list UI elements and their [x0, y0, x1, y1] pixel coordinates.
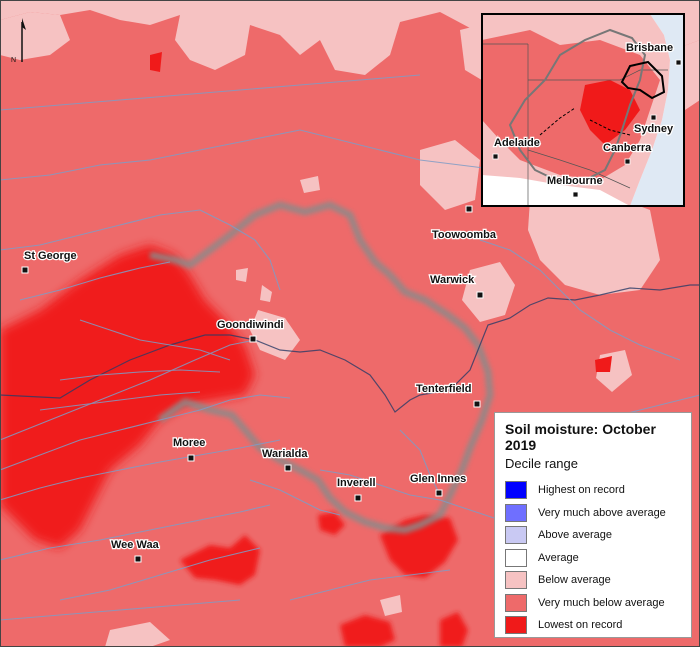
legend-swatch-highest: [505, 481, 527, 500]
town-marker-wee-waa[interactable]: [134, 555, 142, 563]
legend-label: Very much below average: [538, 596, 665, 609]
state-border: [0, 284, 700, 413]
town-marker-toowoomba[interactable]: [465, 205, 473, 213]
town-label-inverell: Inverell: [337, 477, 376, 489]
legend-swatch-below: [505, 571, 527, 590]
town-label-toowoomba: Toowoomba: [432, 229, 497, 241]
town-label-warwick: Warwick: [430, 274, 475, 286]
inset-label-brisbane: Brisbane: [626, 42, 673, 54]
inset-marker-melbourne[interactable]: [572, 191, 579, 198]
north-arrow-icon: [22, 18, 26, 30]
legend-label: Very much above average: [538, 506, 666, 519]
town-marker-st-george[interactable]: [21, 266, 29, 274]
inset-marker-brisbane[interactable]: [675, 59, 682, 66]
legend: Soil moisture: October 2019 Decile range…: [494, 412, 692, 638]
town-marker-warialda[interactable]: [284, 464, 292, 472]
legend-subtitle: Decile range: [505, 456, 578, 471]
legend-swatch-very-much-above: [505, 503, 527, 522]
inset-label-canberra: Canberra: [603, 142, 652, 154]
inset-driest-areas: [580, 80, 640, 145]
inset-moist-south: [482, 175, 630, 206]
town-label-wee-waa: Wee Waa: [111, 539, 160, 551]
legend-item: Lowest on record: [505, 614, 683, 637]
town-marker-goondiwindi[interactable]: [249, 335, 257, 343]
inset-basin-outline: [508, 28, 647, 184]
legend-label: Below average: [538, 574, 611, 587]
town-label-moree: Moree: [173, 437, 205, 449]
legend-label: Average: [538, 551, 579, 564]
north-arrow-label: N: [11, 57, 16, 64]
inset-marker-adelaide[interactable]: [492, 153, 499, 160]
town-label-glen-innes: Glen Innes: [410, 473, 466, 485]
legend-item: Very much above average: [505, 502, 683, 525]
town-marker-moree[interactable]: [187, 454, 195, 462]
town-label-warialda: Warialda: [262, 448, 308, 460]
legend-label: Above average: [538, 529, 612, 542]
inset-marker-sydney[interactable]: [650, 114, 657, 121]
inset-ocean: [630, 14, 684, 206]
inset-marker-canberra[interactable]: [624, 158, 631, 165]
legend-item: Highest on record: [505, 479, 683, 502]
legend-title: Soil moisture: October 2019: [505, 421, 656, 453]
inset-label-sydney: Sydney: [634, 123, 674, 135]
inset-label-melbourne: Melbourne: [547, 175, 603, 187]
town-label-st-george: St George: [24, 250, 77, 262]
legend-item: Above average: [505, 524, 683, 547]
inset-map[interactable]: Brisbane Sydney Adelaide Canberra Melbou…: [481, 13, 685, 207]
town-marker-warwick[interactable]: [476, 291, 484, 299]
inset-label-adelaide: Adelaide: [494, 137, 540, 149]
lowest-on-record-areas: [0, 52, 612, 647]
town-markers: Toowoomba St George Warwick Goondiwindi …: [21, 205, 498, 563]
legend-label: Highest on record: [538, 484, 625, 497]
legend-label: Lowest on record: [538, 619, 623, 632]
town-marker-tenterfield[interactable]: [473, 400, 481, 408]
town-marker-inverell[interactable]: [354, 494, 362, 502]
legend-swatch-lowest: [505, 616, 527, 635]
town-label-goondiwindi: Goondiwindi: [217, 319, 284, 331]
inset-frame: [481, 13, 685, 207]
legend-swatch-very-much-below: [505, 593, 527, 612]
town-label-tenterfield: Tenterfield: [416, 383, 471, 395]
inset-study-area-outline: [620, 60, 666, 100]
legend-swatch-average: [505, 548, 527, 567]
inset-dashed-line: [539, 107, 631, 136]
legend-item: Average: [505, 547, 683, 570]
town-marker-glen-innes[interactable]: [435, 489, 443, 497]
inset-dry-areas: [482, 30, 660, 180]
legend-item: Very much below average: [505, 592, 683, 615]
legend-item: Below average: [505, 569, 683, 592]
inset-state-borders: [482, 43, 668, 206]
north-arrow: N: [11, 18, 26, 64]
legend-swatch-above: [505, 526, 527, 545]
